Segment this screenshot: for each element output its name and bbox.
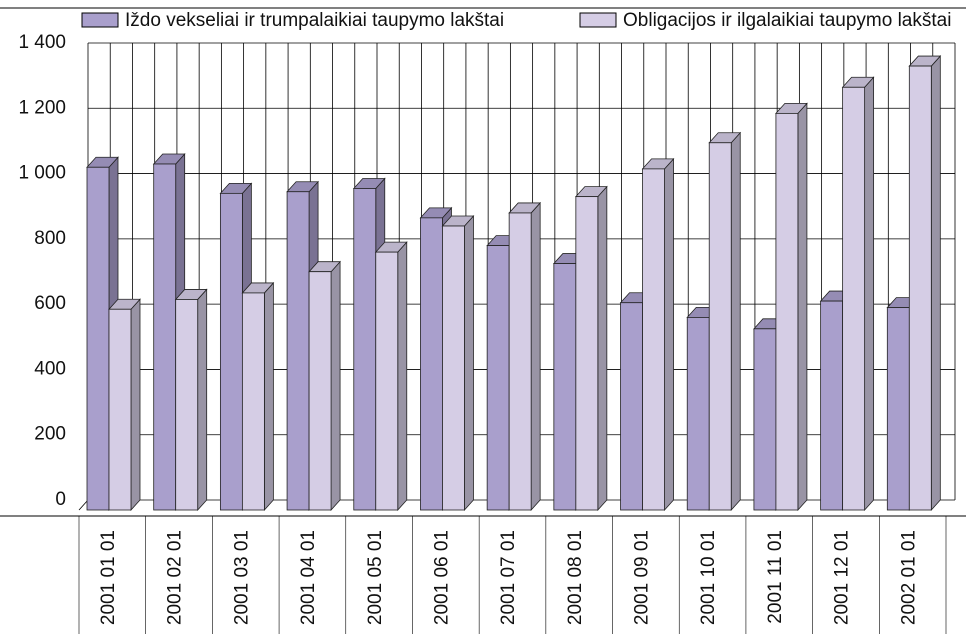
- y-tick-label: 1 400: [18, 32, 66, 53]
- bar-front: [286, 191, 310, 511]
- bar: [108, 298, 141, 512]
- bar-front: [153, 163, 177, 511]
- bar-front: [842, 86, 866, 511]
- bar-front: [241, 292, 265, 511]
- bar: [308, 260, 341, 512]
- legend-swatch: [579, 12, 617, 28]
- x-tick-label: 2001 04 01: [298, 530, 319, 625]
- legend-label: Obligacijos ir ilgalaikiai taupymo lakšt…: [623, 10, 951, 31]
- bar-side: [730, 131, 741, 512]
- legend-swatch: [81, 12, 119, 28]
- bar: [708, 131, 742, 512]
- wall-edge: [78, 499, 89, 511]
- x-tick-label: 2001 05 01: [365, 530, 386, 625]
- bar-front: [86, 166, 110, 511]
- y-tick-label: 800: [34, 228, 66, 249]
- bar: [508, 201, 542, 512]
- bar: [441, 214, 475, 512]
- bar-front: [620, 302, 643, 511]
- x-tick-label: 2001 09 01: [632, 530, 653, 625]
- bar: [241, 281, 275, 512]
- bar: [174, 288, 208, 512]
- bar-side: [664, 157, 674, 512]
- bar-side: [864, 76, 875, 512]
- y-tick-label: 1 200: [18, 97, 66, 118]
- bar-front: [353, 188, 377, 511]
- y-tick-label: 400: [34, 358, 66, 379]
- x-tick-label: 2002 01 01: [898, 530, 919, 625]
- bar-front: [442, 225, 465, 511]
- legend-label: Iždo vekseliai ir trumpalaikiai taupymo …: [125, 10, 504, 31]
- bar-side: [530, 201, 541, 512]
- x-tick-label: 2001 12 01: [832, 530, 853, 625]
- x-tick-label: 2001 11 01: [765, 530, 786, 624]
- x-tick-label: 2001 06 01: [431, 530, 452, 625]
- bar-front: [308, 271, 332, 511]
- bar-front: [219, 192, 243, 511]
- bar: [908, 55, 942, 512]
- bar-front: [686, 317, 710, 511]
- bar-side: [197, 288, 208, 512]
- x-tick-label: 2001 07 01: [498, 530, 519, 625]
- bar-front: [886, 307, 910, 511]
- bar: [374, 241, 408, 512]
- x-tick-label: 2001 08 01: [565, 530, 586, 625]
- bar-front: [375, 251, 399, 511]
- y-tick-label: 600: [34, 293, 66, 314]
- bar: [641, 157, 675, 512]
- bar-front: [508, 212, 532, 511]
- bar-side: [397, 241, 408, 512]
- bar-front: [553, 263, 577, 511]
- x-tick-label: 2001 01 01: [98, 530, 119, 625]
- y-tick-label: 0: [55, 489, 66, 510]
- x-tick-label: 2001 10 01: [698, 530, 719, 625]
- bar-side: [464, 214, 474, 512]
- bar-front: [908, 65, 932, 511]
- bar-front: [753, 328, 777, 511]
- bar-front: [775, 112, 799, 511]
- bar-side: [130, 298, 141, 512]
- bar-front: [108, 308, 132, 511]
- bar-side: [597, 185, 608, 512]
- bar: [574, 185, 608, 512]
- bar: [841, 76, 875, 512]
- y-tick-label: 200: [34, 424, 66, 445]
- bar-side: [930, 55, 941, 512]
- bar-front: [175, 299, 199, 511]
- x-tick-label: 2001 03 01: [231, 530, 252, 625]
- bar-front: [708, 142, 732, 511]
- bar-front: [420, 217, 443, 511]
- x-tick-label: 2001 02 01: [165, 530, 186, 625]
- bar-front: [820, 300, 844, 511]
- bar-side: [330, 260, 341, 512]
- bar-front: [642, 168, 665, 511]
- bar-front: [486, 245, 510, 511]
- bar-front: [575, 196, 599, 511]
- y-tick-label: 1 000: [18, 163, 66, 184]
- bar-side: [797, 102, 808, 512]
- bar: [775, 102, 808, 512]
- bar-side: [263, 281, 274, 512]
